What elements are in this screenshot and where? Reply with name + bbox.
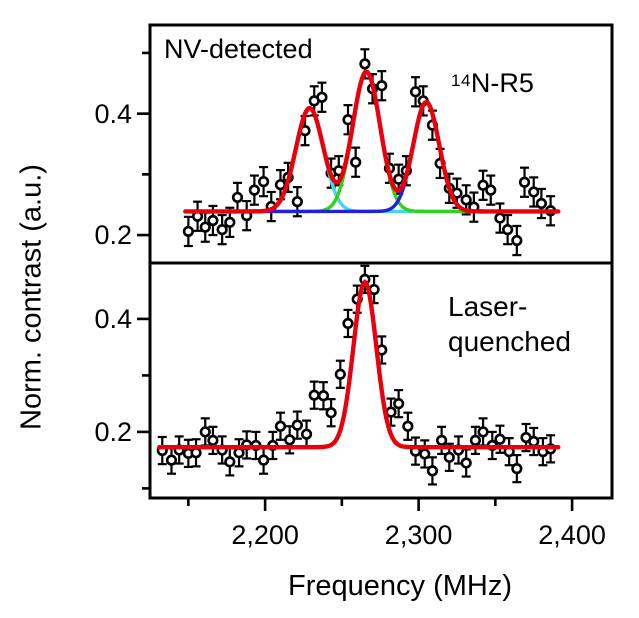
data-point	[274, 179, 287, 191]
data-point	[528, 435, 540, 448]
data-point	[199, 221, 211, 233]
data-point	[409, 86, 422, 98]
data-point	[182, 225, 194, 238]
bottom-panel-title-line1: Laser-	[448, 291, 528, 322]
y-axis-label: Norm. contrast (a.u.)	[15, 164, 48, 430]
data-point	[494, 212, 506, 224]
data-point	[224, 456, 236, 468]
data-point	[248, 184, 260, 196]
data-point	[419, 448, 431, 460]
top-panel-title: NV-detected	[164, 34, 313, 64]
data-point	[207, 434, 219, 446]
data-point	[511, 463, 523, 475]
data-point	[359, 58, 371, 70]
data-point	[376, 80, 388, 92]
data-point	[274, 420, 287, 432]
y-tick-label: 0.2	[94, 416, 132, 447]
x-tick-label: 2,400	[538, 520, 606, 550]
data-point	[528, 186, 540, 198]
data-point	[190, 447, 202, 459]
data-point	[518, 176, 531, 188]
data-point	[402, 420, 414, 432]
data-point	[325, 407, 337, 419]
data-point	[284, 434, 296, 446]
bottom-panel-title-line2: quenched	[448, 326, 572, 357]
data-point	[257, 454, 270, 466]
data-point	[460, 457, 472, 469]
data-point	[393, 398, 405, 410]
data-point	[477, 426, 489, 438]
data-point	[308, 389, 320, 401]
data-point	[291, 419, 303, 431]
data-point	[502, 224, 514, 236]
data-point	[207, 214, 219, 227]
data-point	[426, 465, 439, 477]
data-point	[443, 451, 455, 463]
x-tick-label: 2,300	[384, 520, 453, 550]
data-point	[216, 224, 228, 236]
data-point	[436, 434, 448, 446]
annotation-superscript: 14	[451, 71, 471, 90]
data-point	[233, 447, 245, 459]
data-point	[469, 434, 481, 446]
data-point	[350, 156, 362, 168]
data-point	[477, 179, 489, 191]
data-point	[224, 216, 236, 228]
data-point	[494, 433, 506, 445]
x-tick-label: 2,200	[231, 520, 299, 550]
data-point	[199, 426, 211, 438]
fit-curve-total	[183, 69, 561, 214]
data-point	[334, 368, 346, 380]
data-point	[316, 91, 328, 103]
data-point	[231, 191, 244, 204]
y-tick-label: 0.2	[94, 220, 132, 251]
x-axis-label: Frequency (MHz)	[288, 570, 512, 602]
bottom-panel-border	[148, 261, 614, 500]
data-point	[300, 428, 313, 440]
data-point	[257, 176, 270, 188]
data-point	[165, 454, 178, 466]
data-point	[393, 173, 405, 185]
peak-annotation: 14N-R5	[451, 68, 534, 99]
data-point	[511, 234, 523, 247]
data-point	[460, 194, 472, 206]
data-point	[342, 317, 354, 330]
data-point	[485, 184, 497, 196]
data-point	[291, 196, 303, 208]
data-point	[535, 197, 547, 210]
data-point	[317, 390, 330, 402]
y-tick-label: 0.4	[94, 303, 132, 334]
y-tick-label: 0.4	[94, 98, 132, 129]
annotation-text: N-R5	[470, 68, 534, 98]
fit-curve-total	[157, 279, 561, 450]
